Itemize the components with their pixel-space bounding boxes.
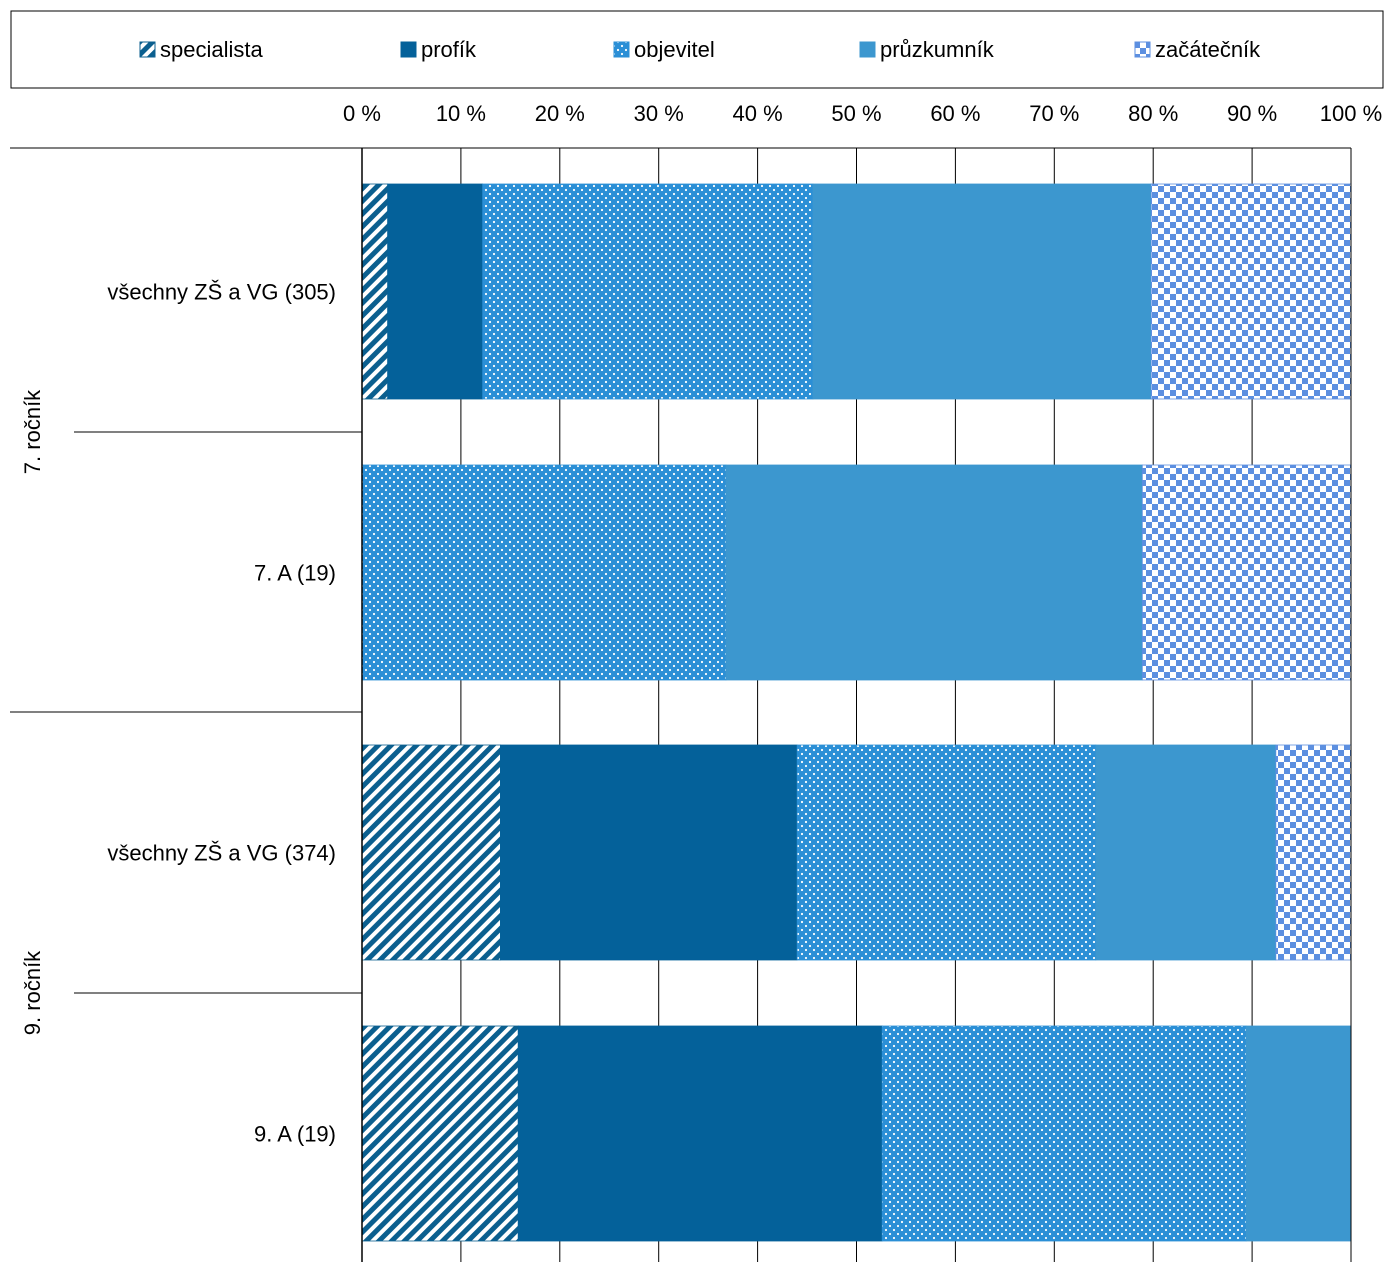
bar-zacatecnik-2 bbox=[1141, 464, 1352, 681]
bar-profik-3 bbox=[500, 744, 798, 961]
category-label: 7. A (19) bbox=[254, 561, 336, 586]
bar-objevitel-4 bbox=[881, 1025, 1247, 1242]
legend: specialista profík objevitel průzkumník začá… bbox=[139, 37, 1261, 62]
axes: 0 % 10 % 20 % 30 % 40 % 50 % 60 % 70 % 80 % 90 % 1… bbox=[343, 101, 1382, 1262]
bars bbox=[361, 183, 1352, 1242]
legend-swatch-pruzkumnik bbox=[859, 41, 876, 58]
bar-objevitel-1 bbox=[482, 183, 814, 400]
legend-label-pruzkumnik: průzkumník bbox=[880, 37, 995, 62]
x-tick-label: 0 % bbox=[343, 101, 381, 126]
bar-specialista-3 bbox=[361, 744, 501, 961]
bar-pruzkumnik-3 bbox=[1095, 744, 1277, 961]
legend-label-objevitel: objevitel bbox=[634, 37, 715, 62]
legend-label-profik: profík bbox=[421, 37, 477, 62]
x-tick-label: 40 % bbox=[733, 101, 783, 126]
bar-specialista-1 bbox=[361, 183, 389, 400]
x-tick-label: 100 % bbox=[1320, 101, 1382, 126]
legend-swatch-profik bbox=[400, 41, 417, 58]
x-tick-label: 10 % bbox=[436, 101, 486, 126]
group-label-2: 9. ročník bbox=[20, 950, 45, 1035]
bar-pruzkumnik-4 bbox=[1245, 1025, 1352, 1242]
bar-profik-1 bbox=[387, 183, 484, 400]
legend-box bbox=[10, 10, 1384, 89]
category-label: všechny ZŠ a VG (374) bbox=[107, 841, 336, 866]
bar-objevitel-3 bbox=[796, 744, 1097, 961]
legend-swatch-zacatecnik bbox=[1134, 41, 1151, 58]
bar-pruzkumnik-2 bbox=[725, 464, 1143, 681]
legend-label-specialista: specialista bbox=[160, 37, 263, 62]
bar-zacatecnik-1 bbox=[1150, 183, 1352, 400]
x-tick-label: 20 % bbox=[535, 101, 585, 126]
legend-swatch-specialista bbox=[139, 41, 156, 58]
bar-zacatecnik-3 bbox=[1275, 744, 1352, 961]
x-tick-label: 70 % bbox=[1029, 101, 1079, 126]
bar-profik-4 bbox=[517, 1025, 883, 1242]
x-tick-label: 90 % bbox=[1227, 101, 1277, 126]
category-label: 9. A (19) bbox=[254, 1122, 336, 1147]
category-labels: všechny ZŠ a VG (305) 7. A (19) všechny ZŠ… bbox=[10, 147, 362, 1147]
legend-label-zacatecnik: začátečník bbox=[1155, 37, 1261, 62]
x-tick-label: 60 % bbox=[930, 101, 980, 126]
x-tick-label: 30 % bbox=[634, 101, 684, 126]
bar-objevitel-2 bbox=[361, 464, 727, 681]
legend-swatch-objevitel bbox=[613, 41, 630, 58]
group-label-1: 7. ročník bbox=[20, 389, 45, 474]
bar-pruzkumnik-1 bbox=[812, 183, 1152, 400]
x-tick-label: 80 % bbox=[1128, 101, 1178, 126]
x-tick-label: 50 % bbox=[831, 101, 881, 126]
category-label: všechny ZŠ a VG (305) bbox=[107, 280, 336, 305]
bar-specialista-4 bbox=[361, 1025, 519, 1242]
